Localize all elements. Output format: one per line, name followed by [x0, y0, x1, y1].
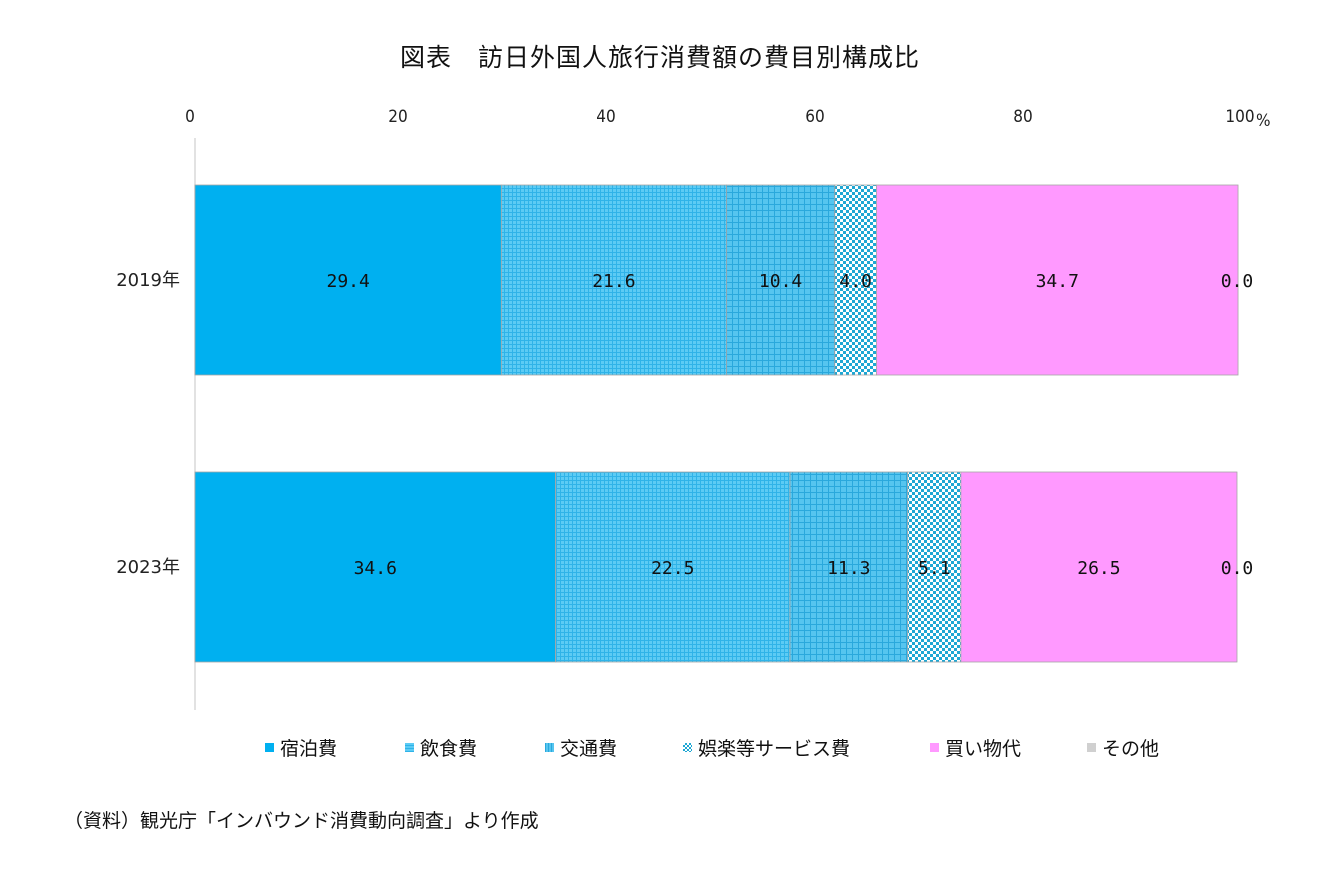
data-label: 26.5	[1077, 558, 1120, 579]
bar-segment	[960, 471, 1238, 663]
legend-item: 買い物代	[930, 734, 1021, 761]
chart-title: 図表 訪日外国人旅行消費額の費目別構成比	[399, 43, 920, 72]
bar-segment	[834, 184, 877, 376]
bar-segment	[194, 184, 502, 376]
legend-label: その他	[1102, 738, 1160, 760]
data-label: 0.0	[1221, 271, 1254, 292]
category-label: 2023年	[116, 557, 180, 578]
data-label: 10.4	[759, 271, 802, 292]
legend-item: 交通費	[545, 734, 617, 761]
data-label: 11.3	[827, 558, 870, 579]
x-tick-label: 40	[596, 107, 615, 127]
bar-segment	[726, 184, 836, 376]
data-label: 5.1	[918, 558, 951, 579]
data-label: 21.6	[592, 271, 635, 292]
legend-label: 飲食費	[420, 738, 478, 760]
legend-item: 飲食費	[405, 734, 477, 761]
legend-label: 買い物代	[945, 738, 1022, 760]
x-tick-label: 0	[185, 107, 195, 127]
source-note: （資料）観光庁「インバウンド消費動向調査」より作成	[64, 810, 539, 832]
legend-swatch	[405, 743, 414, 752]
bar-segment	[555, 471, 791, 663]
bar-segment	[876, 184, 1239, 376]
legend-label: 交通費	[560, 738, 618, 760]
legend-swatch	[683, 743, 692, 752]
bar-segment	[907, 471, 962, 663]
stacked-bar-chart: 0 20 40 60 80 100 % 2019年 2023年 29.4 21.6 10.4 4.0 3…	[116, 107, 1271, 710]
data-label: 4.0	[839, 271, 872, 292]
data-label: 29.4	[326, 271, 369, 292]
legend-item: 娯楽等サービス費	[683, 734, 850, 761]
legend-swatch	[1087, 743, 1096, 752]
x-tick-label: 20	[388, 107, 407, 127]
legend-swatch	[265, 743, 274, 752]
x-tick-label: 60	[805, 107, 824, 127]
legend-label: 娯楽等サービス費	[698, 738, 851, 760]
data-label: 34.6	[354, 558, 397, 579]
data-label: 22.5	[651, 558, 694, 579]
x-tick-label: 80	[1013, 107, 1032, 127]
legend-item: 宿泊費	[265, 734, 337, 761]
legend-label: 宿泊費	[280, 738, 338, 760]
category-label: 2019年	[116, 270, 180, 291]
legend-swatch	[930, 743, 939, 752]
legend-swatch	[545, 743, 554, 752]
bar-segment	[194, 471, 556, 663]
data-label: 0.0	[1221, 558, 1254, 579]
data-label: 34.7	[1036, 271, 1079, 292]
bar-segment	[500, 184, 727, 376]
x-tick-label: 100	[1225, 107, 1254, 127]
legend: 宿泊費 飲食費 交通費 娯楽等サービス費 買い物代 その他	[0, 734, 1320, 764]
x-unit-label: %	[1256, 111, 1271, 131]
legend-item: その他	[1087, 734, 1159, 761]
